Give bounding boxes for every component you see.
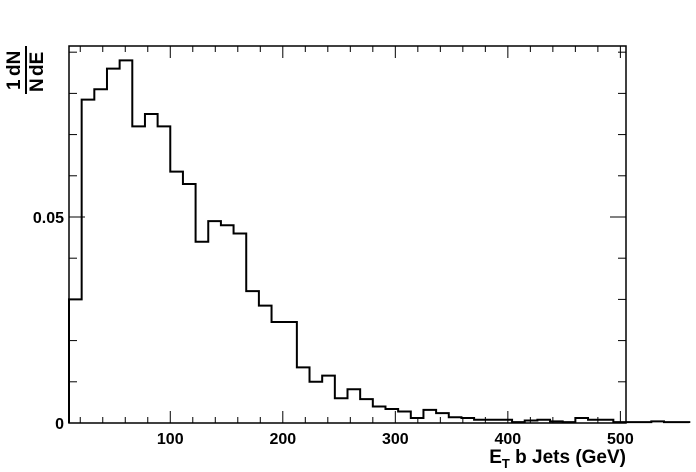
x-axis-title-rest: b Jets (GeV) (510, 447, 626, 468)
axis-ticks (69, 46, 626, 424)
x-axis-title-main: E (489, 447, 502, 468)
y-axis-title: 1 dN N dE (4, 46, 48, 94)
y-axis-title-den-left: N (27, 78, 48, 92)
x-axis-title-sub: T (502, 456, 510, 471)
x-axis-title: ET b Jets (GeV) (489, 447, 626, 471)
x-tick-label: 400 (494, 431, 521, 448)
y-axis-title-num-right: dN (4, 51, 25, 76)
x-tick-label: 500 (607, 431, 634, 448)
plot-frame (68, 45, 627, 424)
x-tick-label: 300 (382, 431, 409, 448)
axis-tick-labels: 100 200 300 400 500 0 0.05 (33, 210, 634, 448)
x-tick-label: 100 (157, 431, 184, 448)
y-axis-title-den-right: dE (27, 52, 48, 76)
histogram-series (68, 59, 691, 424)
y-tick-label: 0 (55, 416, 64, 433)
y-axis-title-num-left: 1 (4, 79, 25, 90)
x-tick-label: 200 (269, 431, 296, 448)
y-tick-label: 0.05 (33, 210, 64, 227)
